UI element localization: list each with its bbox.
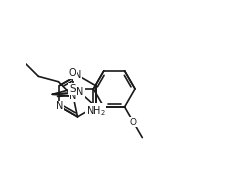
Text: N: N [56,101,63,111]
Text: O: O [69,68,76,78]
Text: N: N [74,70,81,80]
Text: S: S [69,84,76,94]
Text: N: N [76,88,84,98]
Text: N: N [69,91,77,101]
Text: NH$_2$: NH$_2$ [86,104,106,118]
Text: O: O [130,118,137,127]
